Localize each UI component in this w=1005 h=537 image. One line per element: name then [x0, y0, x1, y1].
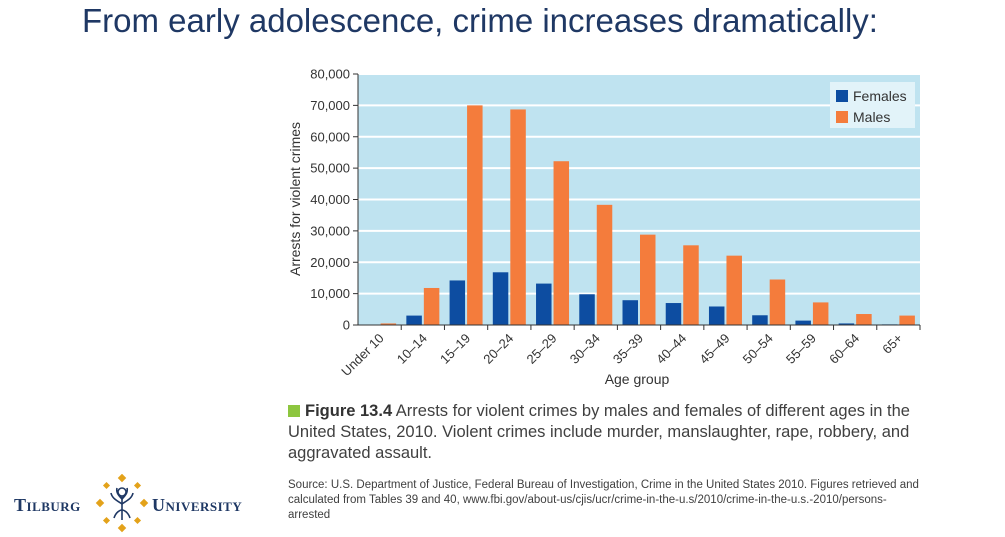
y-tick-label: 50,000	[310, 161, 350, 176]
bar-males	[856, 314, 872, 325]
x-tick-label: 60–64	[826, 331, 862, 367]
bar-chart: 0 10,000 20,000 30,000 40,000 50,000 60,000 70,…	[287, 67, 921, 387]
bar-females	[406, 315, 422, 325]
y-tick-label: 20,000	[310, 255, 350, 270]
bar-females	[492, 272, 509, 325]
bar-females	[665, 303, 682, 325]
logo-word-university: University	[152, 495, 243, 515]
caption-marker	[288, 405, 300, 417]
bar-males	[380, 323, 397, 325]
x-tick-label: 55–59	[783, 331, 819, 367]
x-tick-label: Under 10	[338, 331, 386, 379]
bar-females	[708, 306, 725, 325]
bar-females	[795, 320, 811, 325]
bar-females	[838, 323, 855, 325]
legend-label-females: Females	[853, 88, 907, 104]
y-tick-label: 40,000	[310, 192, 350, 207]
logo-word-tilburg: Tilburg	[14, 495, 81, 515]
source-note: Source: U.S. Department of Justice, Fede…	[288, 479, 919, 521]
y-axis-label: Arrests for violent crimes	[287, 122, 303, 276]
y-tick-label: 0	[343, 318, 350, 333]
university-emblem-icon	[95, 474, 149, 533]
y-tick-label: 70,000	[310, 98, 350, 113]
bar-females	[579, 294, 595, 325]
bar-males	[510, 109, 526, 325]
x-axis-label: Age group	[605, 371, 670, 387]
y-tick-label: 10,000	[310, 286, 350, 301]
caption-text: Arrests for violent crimes by males and …	[288, 402, 910, 462]
x-tick-label: 15–19	[437, 331, 473, 367]
bar-females	[536, 283, 552, 325]
y-tick-label: 30,000	[310, 223, 350, 238]
figure-label: Figure 13.4	[305, 402, 393, 420]
bar-males	[553, 161, 570, 325]
bar-females	[622, 300, 638, 325]
y-tick-label: 80,000	[310, 67, 350, 82]
bar-males	[726, 255, 742, 325]
bar-males	[769, 279, 786, 325]
bar-males	[423, 287, 440, 325]
x-tick-label: 25–29	[523, 331, 559, 367]
bar-males	[640, 234, 656, 325]
bar-males	[812, 302, 829, 325]
slide-title: From early adolescence, crime increases …	[82, 2, 878, 39]
bar-males	[596, 204, 613, 325]
university-logo: Tilburg University	[14, 474, 274, 534]
bar-males	[467, 105, 483, 325]
bar-males	[899, 315, 915, 325]
bar-females	[752, 315, 768, 325]
x-tick-label: 45–49	[696, 331, 732, 367]
figure-caption: Figure 13.4 Arrests for violent crimes b…	[288, 401, 928, 464]
legend-label-males: Males	[853, 109, 890, 125]
y-tick-label: 60,000	[310, 129, 350, 144]
bar-females	[449, 280, 466, 325]
legend-swatch-males	[836, 111, 848, 123]
x-tick-label: 35–39	[610, 331, 646, 367]
x-tick-label: 10–14	[394, 331, 430, 367]
legend-swatch-females	[836, 90, 848, 102]
x-tick-label: 50–54	[740, 331, 776, 367]
x-tick-label: 40–44	[653, 331, 689, 367]
x-tick-label: 30–34	[567, 331, 603, 367]
bar-males	[683, 245, 699, 325]
x-tick-label: 65+	[879, 331, 905, 357]
x-tick-label: 20–24	[480, 331, 516, 367]
